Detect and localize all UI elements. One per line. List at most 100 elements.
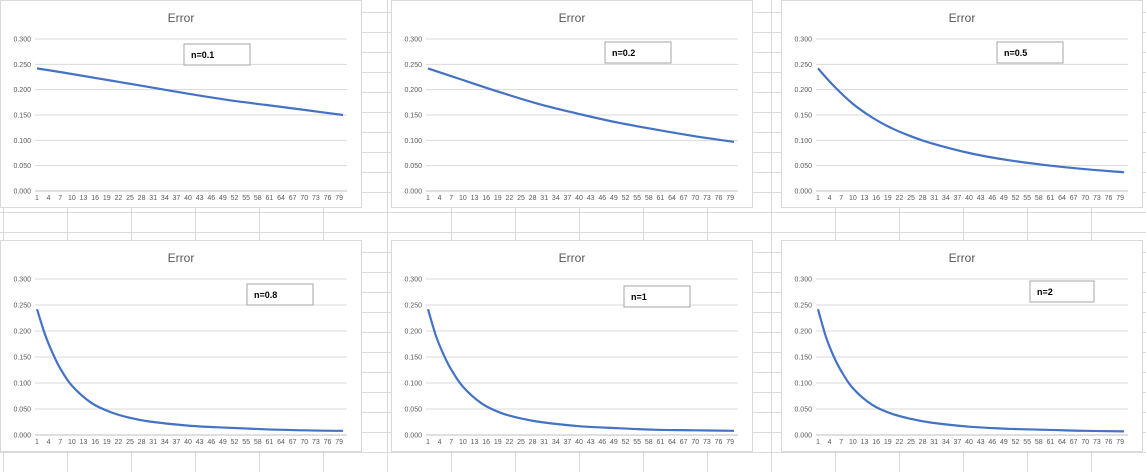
y-tick-label: 0.300 bbox=[404, 277, 422, 284]
x-tick-label: 43 bbox=[587, 195, 595, 202]
x-tick-label: 10 bbox=[68, 439, 76, 446]
parameter-label-box[interactable] bbox=[604, 41, 672, 64]
x-tick-label: 76 bbox=[324, 439, 332, 446]
x-tick-label: 52 bbox=[231, 439, 239, 446]
x-tick-label: 79 bbox=[1116, 439, 1124, 446]
x-tick-label: 1 bbox=[35, 195, 39, 202]
y-tick-label: 0.050 bbox=[794, 407, 812, 414]
x-tick-label: 73 bbox=[703, 195, 711, 202]
series-line bbox=[426, 308, 735, 432]
parameter-label-box[interactable] bbox=[1029, 280, 1095, 303]
y-tick-label: 0.300 bbox=[13, 37, 31, 44]
x-tick-label: 16 bbox=[482, 439, 490, 446]
x-tick-label: 76 bbox=[1105, 195, 1113, 202]
chart-svg: Error 0.000 0.050 0.100 0.150 0.200 0.250 0.300… bbox=[13, 11, 347, 202]
chart-error-n-0-2[interactable]: Error 0.000 0.050 0.100 0.150 0.200 0.250 0.300… bbox=[391, 0, 753, 208]
y-tick-label: 0.250 bbox=[13, 303, 31, 310]
y-tick-label: 0.150 bbox=[13, 355, 31, 362]
x-tick-label: 4 bbox=[47, 439, 51, 446]
x-tick-label: 58 bbox=[1035, 195, 1043, 202]
y-tick-label: 0.250 bbox=[794, 62, 812, 69]
x-tick-label: 19 bbox=[884, 439, 892, 446]
x-tick-label: 61 bbox=[657, 195, 665, 202]
x-tick-label: 7 bbox=[58, 439, 62, 446]
x-tick-label: 46 bbox=[988, 439, 996, 446]
chart-error-n-2[interactable]: Error 0.000 0.050 0.100 0.150 0.200 0.250 0.300… bbox=[781, 240, 1143, 452]
x-tick-label: 52 bbox=[1012, 439, 1020, 446]
x-tick-label: 10 bbox=[459, 195, 467, 202]
series-line bbox=[35, 308, 344, 432]
x-tick-label: 13 bbox=[861, 439, 869, 446]
parameter-label-box[interactable] bbox=[623, 285, 691, 308]
x-tick-label: 43 bbox=[977, 439, 985, 446]
x-tick-label: 52 bbox=[622, 195, 630, 202]
x-tick-label: 64 bbox=[668, 439, 676, 446]
x-tick-label: 1 bbox=[35, 439, 39, 446]
x-tick-label: 25 bbox=[517, 439, 525, 446]
x-tick-label: 55 bbox=[633, 439, 641, 446]
x-tick-label: 31 bbox=[149, 195, 157, 202]
x-tick-label: 40 bbox=[184, 195, 192, 202]
x-tick-label: 19 bbox=[103, 439, 111, 446]
x-tick-label: 73 bbox=[703, 439, 711, 446]
chart-error-n-0-1[interactable]: Error 0.000 0.050 0.100 0.150 0.200 0.250 0.300… bbox=[0, 0, 362, 208]
x-tick-label: 34 bbox=[161, 195, 169, 202]
y-tick-label: 0.250 bbox=[794, 303, 812, 310]
x-tick-label: 73 bbox=[1093, 439, 1101, 446]
x-tick-label: 10 bbox=[849, 439, 857, 446]
parameter-label-box[interactable] bbox=[996, 41, 1064, 64]
x-tick-label: 31 bbox=[540, 195, 548, 202]
x-tick-label: 25 bbox=[126, 195, 134, 202]
y-tick-label: 0.050 bbox=[404, 407, 422, 414]
x-tick-label: 61 bbox=[266, 195, 274, 202]
y-tick-label: 0.300 bbox=[794, 277, 812, 284]
y-tick-label: 0.200 bbox=[794, 329, 812, 336]
x-tick-label: 55 bbox=[1023, 439, 1031, 446]
parameter-label-box[interactable] bbox=[246, 283, 314, 306]
x-tick-label: 70 bbox=[691, 439, 699, 446]
x-tick-label: 31 bbox=[930, 195, 938, 202]
chart-error-n-0-5[interactable]: Error 0.000 0.050 0.100 0.150 0.200 0.250 0.300… bbox=[781, 0, 1143, 208]
x-tick-label: 61 bbox=[657, 439, 665, 446]
x-tick-label: 16 bbox=[482, 195, 490, 202]
x-tick-label: 16 bbox=[872, 195, 880, 202]
parameter-label: n=0.2 bbox=[612, 48, 635, 58]
y-tick-label: 0.000 bbox=[794, 433, 812, 440]
x-tick-label: 73 bbox=[312, 439, 320, 446]
x-tick-label: 76 bbox=[1105, 439, 1113, 446]
x-tick-label: 7 bbox=[839, 195, 843, 202]
x-tick-label: 37 bbox=[564, 195, 572, 202]
x-tick-label: 28 bbox=[138, 195, 146, 202]
x-tick-label: 31 bbox=[540, 439, 548, 446]
x-tick-label: 76 bbox=[715, 439, 723, 446]
y-tick-label: 0.250 bbox=[13, 62, 31, 69]
x-tick-label: 73 bbox=[312, 195, 320, 202]
x-tick-label: 16 bbox=[872, 439, 880, 446]
x-tick-label: 67 bbox=[680, 439, 688, 446]
y-tick-label: 0.100 bbox=[13, 138, 31, 145]
x-tick-label: 40 bbox=[965, 439, 973, 446]
chart-error-n-1[interactable]: Error 0.000 0.050 0.100 0.150 0.200 0.250 0.300… bbox=[391, 240, 753, 452]
x-tick-label: 64 bbox=[277, 195, 285, 202]
x-tick-label: 37 bbox=[173, 195, 181, 202]
y-tick-label: 0.200 bbox=[13, 329, 31, 336]
x-tick-label: 52 bbox=[622, 439, 630, 446]
x-tick-label: 46 bbox=[988, 195, 996, 202]
x-tick-label: 22 bbox=[114, 195, 122, 202]
x-tick-label: 34 bbox=[942, 195, 950, 202]
parameter-label-box[interactable] bbox=[183, 43, 251, 66]
x-tick-label: 52 bbox=[1012, 195, 1020, 202]
chart-error-n-0-8[interactable]: Error 0.000 0.050 0.100 0.150 0.200 0.250 0.300… bbox=[0, 240, 362, 452]
x-tick-label: 49 bbox=[219, 195, 227, 202]
x-tick-label: 19 bbox=[494, 439, 502, 446]
x-tick-label: 13 bbox=[80, 195, 88, 202]
y-tick-label: 0.000 bbox=[404, 433, 422, 440]
x-tick-label: 67 bbox=[1070, 195, 1078, 202]
x-tick-label: 13 bbox=[80, 439, 88, 446]
x-tick-label: 58 bbox=[645, 439, 653, 446]
x-tick-label: 58 bbox=[645, 195, 653, 202]
x-tick-label: 46 bbox=[207, 439, 215, 446]
chart-svg: Error 0.000 0.050 0.100 0.150 0.200 0.250 0.300… bbox=[404, 11, 738, 202]
y-tick-label: 0.100 bbox=[794, 381, 812, 388]
x-tick-label: 7 bbox=[58, 195, 62, 202]
